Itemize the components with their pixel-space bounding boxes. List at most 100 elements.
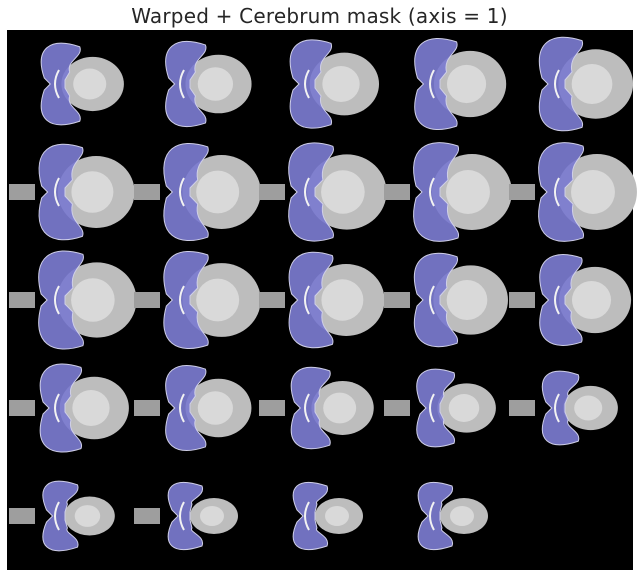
ventricle-line: [179, 393, 185, 423]
ventricle-line: [554, 177, 560, 207]
ventricle-line: [554, 69, 560, 99]
midline-stub: [509, 184, 535, 200]
ventricle-line: [54, 285, 60, 315]
tissue-core: [321, 170, 365, 214]
brain-slice: [9, 363, 129, 453]
cerebrum-mask: [289, 39, 333, 129]
ventricle-line: [429, 285, 435, 315]
midline-stub: [259, 292, 285, 308]
midline-stub: [384, 184, 410, 200]
tissue-core: [73, 68, 107, 100]
tissue-core: [325, 506, 349, 526]
midline-stub: [134, 292, 160, 308]
midline-stub: [9, 184, 35, 200]
tissue-core: [200, 506, 224, 526]
ventricle-line: [429, 501, 435, 531]
brain-slice: [134, 365, 252, 451]
tissue-core: [446, 280, 488, 320]
midline-stub: [509, 400, 535, 416]
tissue-core: [196, 170, 240, 214]
brain-slice: [9, 250, 137, 350]
cerebrum-mask: [165, 41, 207, 127]
tissue-core: [574, 395, 603, 421]
midline-stub: [384, 292, 410, 308]
midline-stub: [9, 292, 35, 308]
brain-slice: [134, 251, 261, 349]
ventricle-line: [429, 177, 435, 207]
cerebrum-mask: [39, 363, 83, 453]
midline-stub: [384, 400, 410, 416]
brain-slice: [165, 41, 252, 127]
midline-stub: [259, 184, 285, 200]
tissue-core: [446, 64, 487, 104]
cerebrum-mask: [288, 142, 334, 242]
tissue-core: [197, 67, 234, 101]
tissue-core: [71, 278, 115, 322]
cerebrum-mask: [38, 250, 84, 350]
ventricle-line: [429, 69, 435, 99]
ventricle-line: [54, 69, 60, 99]
tissue-core: [196, 278, 240, 322]
cerebrum-mask: [413, 252, 459, 348]
cerebrum-mask: [413, 142, 460, 242]
tissue-core: [571, 63, 613, 105]
brain-slice: [292, 481, 363, 551]
brain-slice: [509, 370, 618, 446]
brain-slice: [417, 481, 488, 551]
tissue-core: [446, 170, 490, 214]
tissue-core: [450, 506, 474, 526]
cerebrum-mask: [541, 370, 580, 446]
brain-slice: [134, 142, 261, 242]
brain-slice: [384, 142, 512, 242]
cerebrum-mask: [288, 251, 334, 349]
ventricle-line: [304, 285, 310, 315]
midline-stub: [259, 400, 285, 416]
brain-slice: [509, 142, 637, 242]
ventricle-line: [554, 285, 560, 315]
figure-title: Warped + Cerebrum mask (axis = 1): [131, 4, 508, 28]
midline-stub: [134, 400, 160, 416]
brain-slice: [289, 39, 380, 129]
tissue-core: [571, 170, 615, 214]
tissue-core: [448, 394, 480, 422]
cerebrum-mask: [38, 143, 84, 241]
tissue-core: [571, 280, 612, 320]
ventricle-line: [54, 177, 60, 207]
cerebrum-mask: [40, 42, 81, 126]
brain-slice: [259, 251, 385, 349]
brain-slice: [9, 480, 115, 552]
cerebrum-mask: [417, 481, 454, 551]
ventricle-line: [54, 393, 60, 423]
ventricle-line: [179, 285, 185, 315]
tissue-core: [323, 392, 357, 424]
ventricle-line: [304, 177, 310, 207]
brain-slice: [509, 254, 632, 346]
ventricle-line: [304, 501, 310, 531]
cerebrum-mask: [165, 365, 207, 451]
cerebrum-mask: [290, 366, 331, 450]
ventricle-line: [179, 69, 185, 99]
ventricle-line: [179, 177, 185, 207]
ventricle-line: [429, 393, 435, 423]
tissue-core: [72, 390, 110, 426]
brain-slice: [414, 38, 507, 130]
cerebrum-mask: [538, 142, 585, 242]
cerebrum-mask: [414, 38, 458, 130]
brain-slice: [134, 481, 238, 551]
tissue-core: [197, 391, 233, 425]
cerebrum-mask: [167, 481, 204, 551]
ventricle-line: [304, 393, 310, 423]
brain-slice: [259, 366, 374, 450]
brain-slice: [259, 142, 387, 242]
brain-slice: [538, 36, 634, 132]
cerebrum-mask: [42, 480, 79, 552]
cerebrum-mask: [539, 254, 583, 346]
tissue-core: [71, 171, 114, 213]
ventricle-line: [554, 393, 560, 423]
cerebrum-mask: [163, 251, 209, 349]
brain-slice: [40, 42, 124, 126]
cerebrum-mask: [416, 368, 456, 448]
cerebrum-mask: [163, 142, 209, 242]
brain-slice: [384, 368, 496, 448]
midline-stub: [9, 400, 35, 416]
